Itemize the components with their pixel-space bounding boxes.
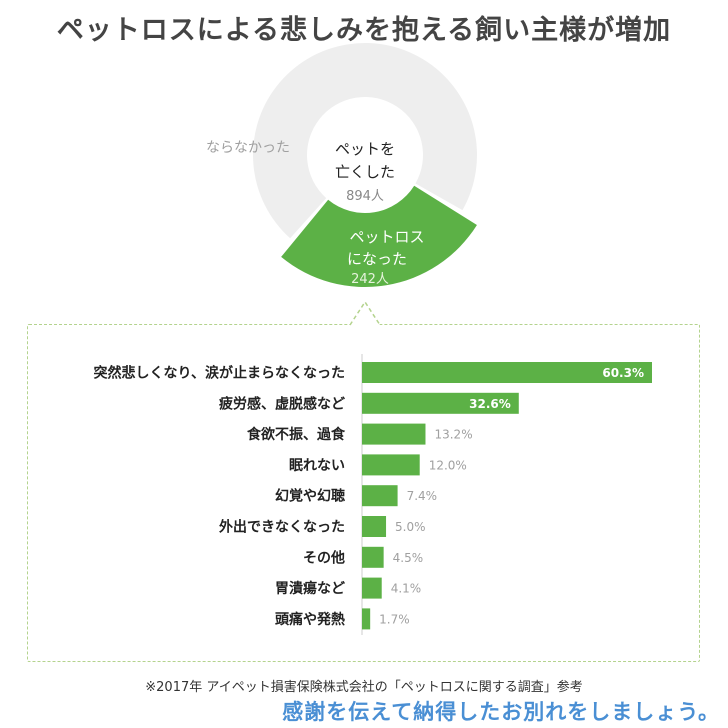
bar: [362, 392, 519, 414]
bar: [362, 577, 382, 599]
bar-row: 外出できなくなった 5.0%: [219, 516, 426, 537]
bar-row: 突然悲しくなり、涙が止まらなくなった 60.3%: [94, 362, 652, 383]
slice-label-not-affected: ならなかった: [206, 140, 290, 156]
bar-row: 食欲不振、過食 13.2%: [247, 423, 473, 445]
bar-value-label: 5.0%: [395, 520, 426, 534]
bar-value-label: 12.0%: [429, 458, 467, 472]
bar-category-label: 幻覚や幻聴: [275, 488, 345, 505]
bar-value-label: 7.4%: [407, 489, 438, 503]
bar-value-label: 32.6%: [469, 397, 511, 411]
bar: [362, 454, 420, 476]
bar-row: 眠れない 12.0%: [289, 454, 467, 476]
bar-value-label: 60.3%: [602, 366, 644, 380]
bar-category-label: 胃潰瘍など: [275, 580, 345, 597]
bar-row: 疲労感、虚脱感など 32.6%: [219, 392, 519, 414]
bar-category-label: 頭痛や発熱: [275, 611, 345, 628]
bar: [362, 485, 398, 507]
bar-category-label: 眠れない: [289, 458, 345, 474]
page-title: ペットロスによる悲しみを抱える飼い主様が増加: [56, 15, 672, 46]
bar: [362, 362, 652, 383]
panel-pointer: [350, 300, 380, 326]
slice-label-pet-loss: ペットロス: [349, 228, 424, 246]
bar-category-label: 外出できなくなった: [219, 519, 345, 536]
bar-category-label: 疲労感、虚脱感など: [219, 395, 345, 412]
slice-value-pet-loss: 242人: [351, 272, 389, 287]
source-note: ※2017年 アイペット損害保険株式会社の「ペットロスに関する調査」参考: [145, 680, 583, 695]
bar: [362, 423, 426, 445]
donut-center-value: 894人: [346, 189, 384, 204]
bar: [362, 608, 371, 630]
bar-row: 胃潰瘍など 4.1%: [275, 577, 422, 599]
donut-center-label: 亡くした: [335, 163, 395, 181]
bar-row: 幻覚や幻聴 7.4%: [275, 485, 438, 507]
donut-slice-pet-loss: [281, 185, 477, 287]
bar: [362, 516, 387, 537]
bar-category-label: 食欲不振、過食: [247, 426, 346, 443]
donut-slice-not-affected: [252, 43, 477, 239]
bar-value-label: 4.5%: [393, 551, 424, 565]
bar-row: その他 4.5%: [303, 546, 424, 568]
closing-message: 感謝を伝えて納得したお別れをしましょう。: [282, 699, 720, 724]
symptom-bar-chart: 突然悲しくなり、涙が止まらなくなった 60.3% 疲労感、虚脱感など 32.6% 食欲不…: [94, 354, 652, 635]
bar: [362, 546, 384, 568]
donut-center-label: ペットを: [335, 140, 395, 158]
bar-value-label: 4.1%: [391, 582, 422, 596]
bar-value-label: 1.7%: [379, 612, 410, 626]
bar-category-label: 突然悲しくなり、涙が止まらなくなった: [94, 365, 345, 382]
bar-category-label: その他: [303, 549, 345, 566]
slice-label-pet-loss: になった: [347, 250, 407, 268]
bar-value-label: 13.2%: [434, 428, 472, 442]
bar-row: 頭痛や発熱 1.7%: [275, 608, 410, 630]
